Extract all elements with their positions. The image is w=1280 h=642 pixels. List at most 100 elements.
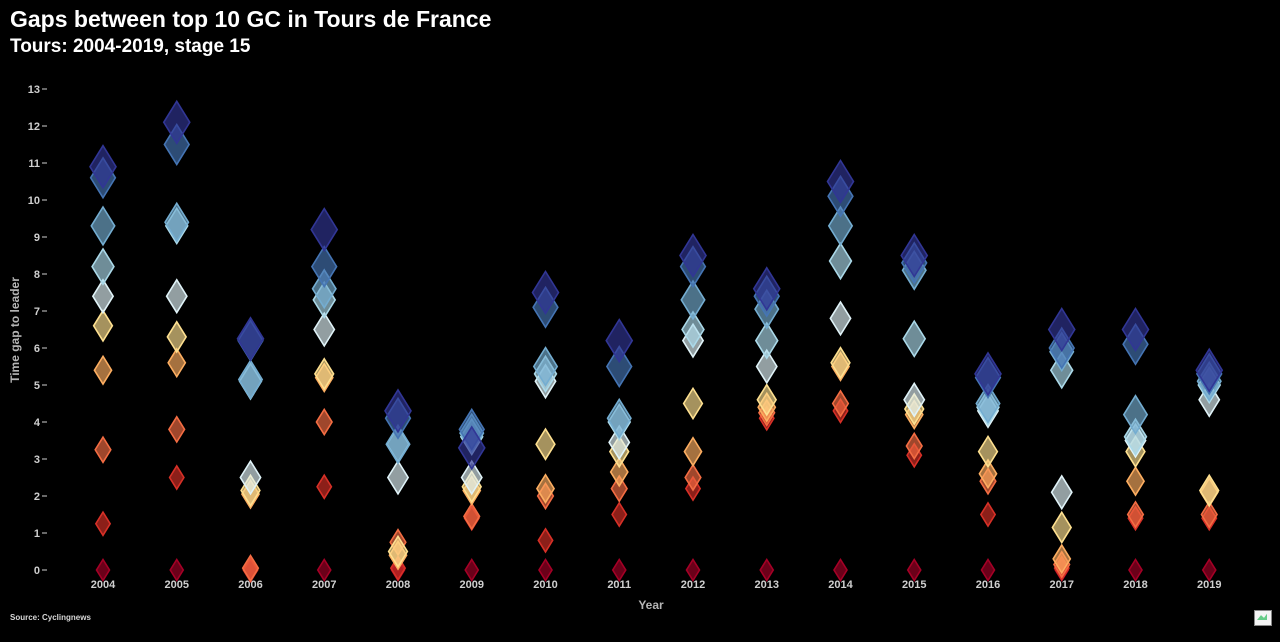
y-tick-label: 12: [28, 121, 40, 133]
data-point: [978, 458, 998, 490]
data-point: [162, 99, 191, 145]
data-point: [168, 415, 186, 444]
data-point: [168, 464, 185, 491]
data-point: [460, 459, 483, 496]
data-point: [457, 425, 486, 471]
data-point: [756, 383, 778, 417]
data-point: [239, 459, 262, 496]
data-point: [89, 144, 117, 190]
data-point: [463, 502, 481, 531]
data-point: [684, 463, 702, 492]
data-point: [679, 232, 707, 279]
data-point: [1047, 306, 1076, 353]
y-tick-label: 0: [34, 565, 40, 577]
data-point: [386, 459, 410, 496]
data-point: [316, 557, 332, 583]
y-tick-label: 3: [34, 454, 40, 466]
data-point: [608, 424, 631, 461]
data-point: [905, 431, 923, 461]
data-point: [902, 319, 927, 358]
data-point: [535, 427, 556, 461]
y-axis-title: Time gap to leader: [8, 277, 22, 383]
x-tick-label: 2009: [460, 579, 484, 591]
data-point: [1126, 500, 1145, 529]
data-point: [683, 436, 703, 467]
data-point: [1125, 465, 1146, 497]
data-point: [169, 557, 185, 583]
data-point: [828, 241, 853, 281]
data-point: [609, 456, 629, 488]
x-tick-label: 2019: [1197, 579, 1221, 591]
data-point: [754, 321, 779, 360]
data-point: [900, 232, 929, 279]
x-tick-label: 2012: [681, 579, 705, 591]
data-point: [611, 501, 628, 528]
x-tick-label: 2007: [312, 579, 336, 591]
data-point: [164, 201, 190, 243]
image-placeholder-icon: [1254, 610, 1272, 626]
data-point: [827, 205, 854, 247]
data-point: [829, 300, 852, 337]
data-point: [236, 316, 265, 362]
chart-subtitle: Tours: 2004-2019, stage 15: [10, 36, 251, 57]
source-note: Source: Cyclingnews: [10, 613, 91, 622]
data-point: [977, 434, 999, 469]
data-point: [759, 557, 775, 583]
y-tick-label: 10: [28, 195, 40, 207]
data-point: [313, 357, 335, 391]
data-point: [167, 347, 187, 379]
data-point: [611, 557, 627, 583]
data-point: [91, 278, 115, 315]
data-point: [826, 158, 855, 205]
data-point: [315, 407, 333, 437]
data-point: [91, 247, 115, 286]
data-point: [384, 388, 412, 434]
x-tick-label: 2004: [91, 579, 116, 591]
data-point: [974, 351, 1002, 397]
data-point: [685, 557, 701, 583]
y-tick-label: 1: [34, 528, 40, 540]
data-point: [94, 510, 112, 537]
data-point: [94, 435, 112, 464]
data-point: [682, 386, 704, 421]
data-point: [1198, 473, 1220, 508]
y-tick-label: 7: [34, 306, 40, 318]
data-point: [241, 554, 260, 583]
data-point: [975, 383, 1001, 424]
data-point: [90, 205, 116, 247]
data-point: [313, 311, 336, 348]
data-point: [980, 557, 996, 583]
y-tick-label: 6: [34, 343, 40, 355]
data-point: [831, 389, 850, 418]
x-tick-label: 2011: [607, 579, 631, 591]
data-point: [610, 474, 628, 503]
y-tick-label: 5: [34, 380, 40, 392]
y-tick-label: 13: [28, 84, 40, 96]
data-point: [833, 557, 848, 583]
x-tick-label: 2006: [238, 579, 262, 591]
data-point: [385, 423, 411, 465]
y-tick-label: 9: [34, 232, 40, 244]
data-point: [387, 534, 409, 569]
data-point: [1200, 500, 1218, 529]
x-tick-label: 2013: [755, 579, 779, 591]
x-tick-label: 2010: [533, 579, 557, 591]
data-point: [316, 473, 333, 500]
x-tick-label: 2008: [386, 579, 410, 591]
data-point: [92, 309, 114, 343]
data-point: [95, 557, 111, 583]
x-axis: 2004 2005 2006 2007 2008 2009 2010 2011 2012 2013…: [91, 579, 1222, 591]
y-tick-label: 2: [34, 491, 40, 503]
data-point: [605, 345, 633, 388]
chart-title: Gaps between top 10 GC in Tours de Franc…: [10, 6, 492, 32]
data-point: [752, 266, 781, 312]
x-tick-label: 2014: [828, 579, 853, 591]
data-point: [1050, 474, 1073, 511]
y-tick-label: 4: [34, 417, 41, 429]
x-axis-title: Year: [638, 598, 664, 612]
data-point: [310, 245, 338, 289]
data-point: [93, 354, 113, 386]
y-tick-label: 11: [28, 158, 40, 170]
